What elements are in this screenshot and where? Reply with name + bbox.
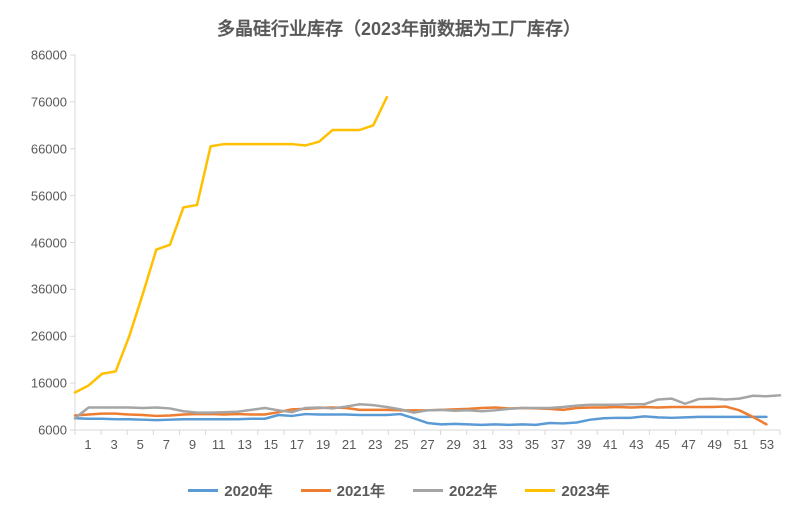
- y-axis-labels: 6000160002600036000460005600066000760008…: [0, 55, 67, 430]
- x-tick-label: 35: [525, 437, 539, 452]
- x-tick-label: 3: [111, 437, 118, 452]
- chart-svg: [75, 55, 780, 437]
- y-tick-label: 16000: [0, 376, 67, 391]
- x-tick-label: 41: [603, 437, 617, 452]
- x-tick-label: 47: [681, 437, 695, 452]
- x-tick-label: 53: [760, 437, 774, 452]
- x-tick-label: 39: [577, 437, 591, 452]
- y-tick-label: 36000: [0, 282, 67, 297]
- y-tick-label: 6000: [0, 423, 67, 438]
- legend-swatch: [301, 489, 331, 492]
- x-axis-labels: 1357911131517192123252729313335373941434…: [75, 437, 780, 457]
- legend-item-s2020: 2020年: [188, 480, 272, 501]
- x-tick-label: 13: [237, 437, 251, 452]
- x-tick-label: 29: [446, 437, 460, 452]
- x-tick-label: 19: [316, 437, 330, 452]
- y-tick-label: 56000: [0, 188, 67, 203]
- y-tick-label: 46000: [0, 235, 67, 250]
- legend-item-s2023: 2023年: [525, 480, 609, 501]
- x-tick-label: 7: [163, 437, 170, 452]
- chart-container: 多晶硅行业库存（2023年前数据为工厂库存） 6000 16000 26000 360…: [0, 0, 798, 520]
- y-tick-label: 76000: [0, 94, 67, 109]
- x-tick-label: 49: [707, 437, 721, 452]
- x-tick-label: 27: [420, 437, 434, 452]
- x-tick-label: 1: [84, 437, 91, 452]
- x-tick-label: 15: [264, 437, 278, 452]
- legend-label: 2021年: [337, 480, 385, 501]
- legend-label: 2022年: [449, 480, 497, 501]
- x-tick-label: 37: [551, 437, 565, 452]
- legend: 2020年 2021年 2022年 2023年: [0, 480, 798, 501]
- x-tick-label: 23: [368, 437, 382, 452]
- plot-area: [75, 55, 780, 430]
- legend-swatch: [188, 489, 218, 492]
- x-tick-label: 45: [655, 437, 669, 452]
- x-tick-label: 43: [629, 437, 643, 452]
- x-tick-label: 25: [394, 437, 408, 452]
- x-tick-label: 51: [734, 437, 748, 452]
- y-tick-label: 86000: [0, 48, 67, 63]
- y-tick-label: 66000: [0, 141, 67, 156]
- x-tick-label: 11: [212, 437, 226, 452]
- x-tick-label: 17: [290, 437, 304, 452]
- legend-label: 2020年: [224, 480, 272, 501]
- legend-item-s2021: 2021年: [301, 480, 385, 501]
- chart-title: 多晶硅行业库存（2023年前数据为工厂库存）: [0, 15, 798, 41]
- legend-label: 2023年: [561, 480, 609, 501]
- x-tick-label: 31: [472, 437, 486, 452]
- x-tick-label: 33: [499, 437, 513, 452]
- legend-item-s2022: 2022年: [413, 480, 497, 501]
- legend-swatch: [413, 489, 443, 492]
- x-tick-label: 5: [137, 437, 144, 452]
- y-tick-label: 26000: [0, 329, 67, 344]
- series-s2023: [75, 97, 387, 392]
- x-tick-label: 9: [189, 437, 196, 452]
- legend-swatch: [525, 489, 555, 492]
- x-tick-label: 21: [342, 437, 356, 452]
